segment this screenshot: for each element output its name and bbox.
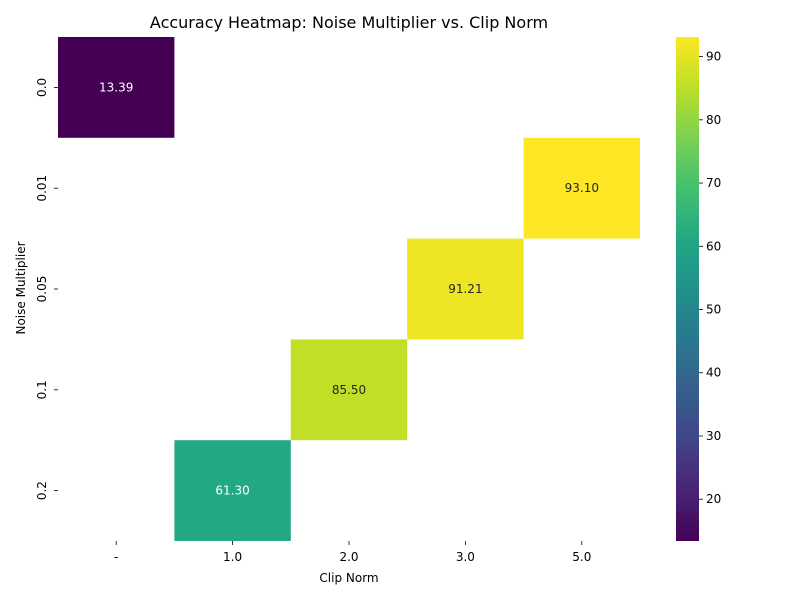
colorbar-tick-label: 70: [706, 176, 721, 190]
y-tick-label: 0.05: [35, 276, 49, 303]
colorbar-tick-label: 30: [706, 429, 721, 443]
x-axis-label: Clip Norm: [319, 571, 378, 585]
colorbar-tick-label: 60: [706, 239, 721, 253]
heatmap-cell: [407, 238, 524, 340]
colorbar-tick-label: 80: [706, 113, 721, 127]
heatmap-cell-label: 85.50: [332, 383, 366, 397]
colorbar-gradient: [676, 37, 699, 541]
chart-title: Accuracy Heatmap: Noise Multiplier vs. C…: [150, 13, 548, 32]
x-axis-ticks: - 1.0 2.0 3.0 5.0: [114, 541, 591, 564]
y-tick-label: 0.0: [35, 78, 49, 97]
x-tick-label: 5.0: [572, 550, 591, 564]
y-tick-label: 0.1: [35, 380, 49, 399]
heatmap-cell: [174, 440, 291, 541]
heatmap-cell: [523, 137, 640, 239]
colorbar-tick-label: 40: [706, 366, 721, 380]
x-tick-label: 1.0: [223, 550, 242, 564]
colorbar-tick-label: 20: [706, 492, 721, 506]
heatmap-cells: 13.39 93.10 91.21 85.50 61.30: [58, 37, 640, 541]
heatmap-cell: [58, 37, 175, 138]
y-axis-label: Noise Multiplier: [14, 241, 28, 334]
colorbar-tick-label: 90: [706, 50, 721, 64]
colorbar-ticks: 20 30 40 50 60 70 80 90: [699, 50, 721, 506]
heatmap-cell-label: 91.21: [448, 282, 482, 296]
colorbar: 20 30 40 50 60 70 80 90: [676, 37, 721, 541]
heatmap-cell: [290, 339, 408, 441]
x-tick-label: 3.0: [456, 550, 475, 564]
y-axis-ticks: 0.0 0.01 0.05 0.1 0.2: [35, 78, 58, 500]
colorbar-tick-label: 50: [706, 303, 721, 317]
x-tick-label: 2.0: [339, 550, 358, 564]
heatmap-cell-label: 93.10: [565, 181, 599, 195]
y-tick-label: 0.01: [35, 175, 49, 202]
heatmap-cell-label: 13.39: [99, 80, 133, 94]
heatmap-cell-label: 61.30: [215, 484, 249, 498]
x-tick-label: -: [114, 550, 118, 564]
y-tick-label: 0.2: [35, 481, 49, 500]
